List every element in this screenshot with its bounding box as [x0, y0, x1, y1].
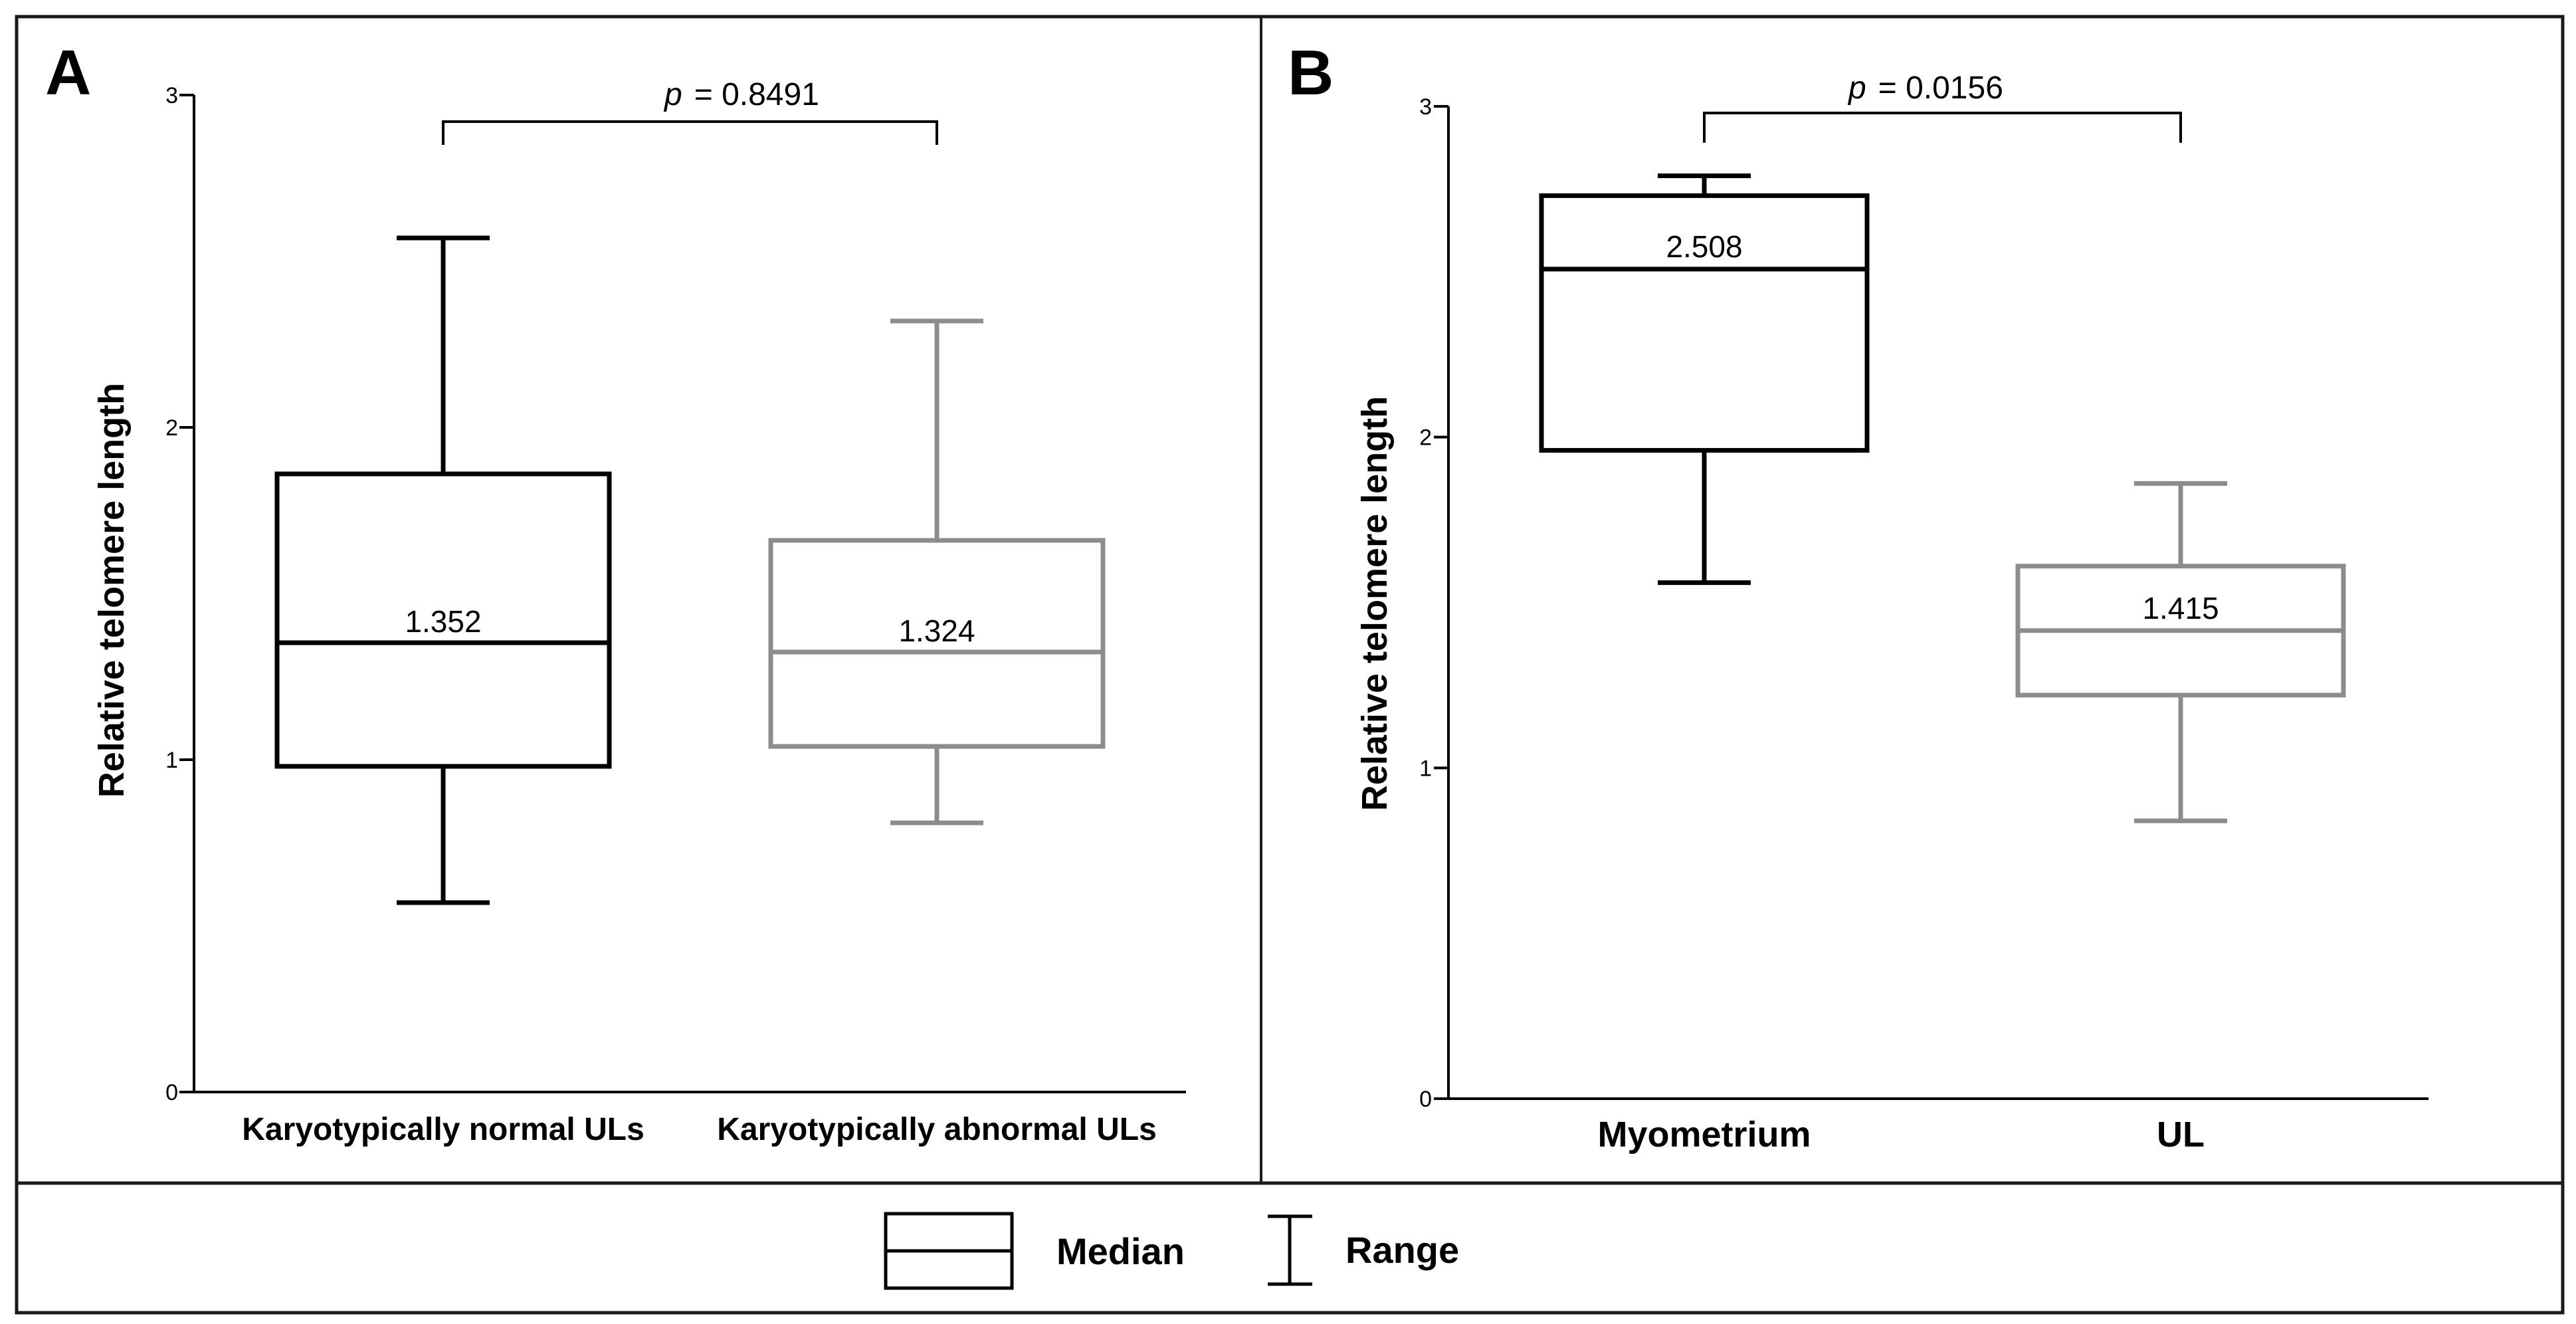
y-tick-label-a-3: 3 — [165, 83, 178, 108]
panel-label-a: A — [45, 37, 91, 108]
iqr-box — [768, 538, 1106, 749]
y-ticks-b: 0 1 2 3 — [1419, 94, 1448, 1112]
median-value-label: 1.352 — [405, 604, 481, 639]
x-tick-label-b-0: Myometrium — [1597, 1115, 1811, 1155]
figure-frame — [15, 15, 2565, 1315]
y-axis-label-b: Relative telomere length — [1355, 396, 1395, 811]
p-value-text-b: = 0.0156 — [1878, 70, 2003, 106]
iqr-box — [274, 471, 612, 769]
y-tick-label-b-0: 0 — [1419, 1087, 1432, 1112]
p-value-a: p = 0.8491 — [663, 77, 819, 112]
p-value-text-a: = 0.8491 — [694, 77, 819, 112]
x-tick-label-a-0: Karyotypically normal ULs — [242, 1112, 644, 1147]
panel-a: A Relative telomere length 0 1 2 3 Karyotyp… — [45, 37, 1186, 1147]
boxes-a: 1.352 1.324 — [274, 235, 1106, 905]
y-tick-label-a-2: 2 — [165, 415, 178, 441]
box-b-1: 1.415 — [2015, 481, 2346, 824]
x-tick-label-a-1: Karyotypically abnormal ULs — [717, 1112, 1157, 1147]
p-value-b: p = 0.0156 — [1847, 70, 2003, 106]
significance-bracket — [1703, 111, 2182, 143]
legend-range-label: Range — [1345, 1229, 1459, 1271]
median-value-label: 2.508 — [1666, 229, 1742, 264]
panel-b: B Relative telomere length 0 1 2 3 Myometri… — [1288, 37, 2428, 1155]
panel-label-b: B — [1288, 37, 1334, 108]
iqr-box — [1539, 193, 1870, 453]
legend-median-label: Median — [1056, 1230, 1185, 1272]
legend-range-icon — [1268, 1214, 1312, 1286]
y-tick-label-a-0: 0 — [165, 1080, 178, 1105]
y-ticks-a: 0 1 2 3 — [165, 83, 194, 1105]
p-bracket-b — [1703, 111, 2182, 143]
box-a-1: 1.324 — [768, 318, 1106, 826]
significance-bracket — [442, 120, 938, 145]
boxes-b: 2.508 1.415 — [1539, 173, 2346, 824]
y-tick-label-a-1: 1 — [165, 748, 178, 773]
p-symbol-b: p — [1847, 70, 1866, 106]
median-value-label: 1.415 — [2142, 591, 2219, 625]
y-tick-label-b-3: 3 — [1419, 94, 1432, 120]
p-bracket-a — [442, 120, 938, 145]
p-symbol-a: p — [663, 77, 682, 112]
y-tick-label-b-1: 1 — [1419, 756, 1432, 781]
y-tick-label-b-2: 2 — [1419, 425, 1432, 451]
median-value-label: 1.324 — [898, 613, 975, 648]
box-a-0: 1.352 — [274, 235, 612, 905]
x-tick-label-b-1: UL — [2157, 1115, 2205, 1155]
box-b-0: 2.508 — [1539, 173, 1870, 586]
y-axis-label-a: Relative telomere length — [92, 383, 132, 798]
legend: Median Range — [884, 1212, 1459, 1290]
